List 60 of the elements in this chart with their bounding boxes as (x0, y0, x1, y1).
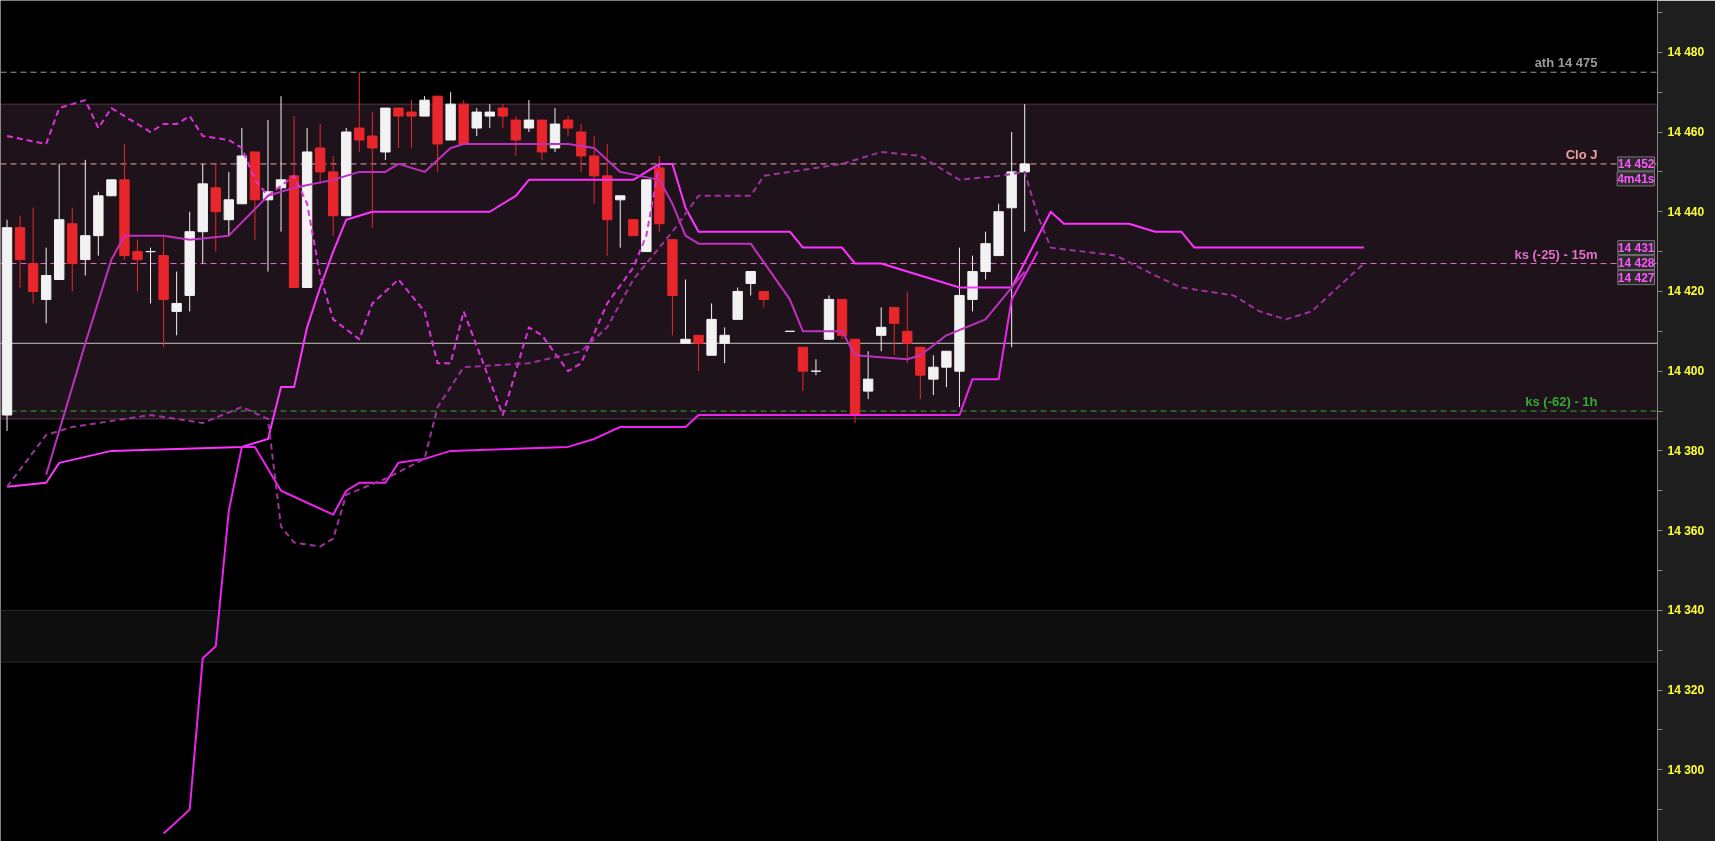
ref-line-label: ks (-62) - 1h (1525, 394, 1598, 410)
y-tick-label: 14 300 (1667, 762, 1705, 777)
y-tick-label: 14 420 (1667, 284, 1705, 299)
candlestick (889, 306, 900, 356)
candlestick (132, 239, 143, 292)
candlestick (680, 279, 691, 344)
annotation: 14 427 (1617, 270, 1655, 285)
candlestick (497, 103, 509, 129)
line-series (6, 150, 1365, 548)
annotation: 4m41s (1617, 171, 1655, 186)
y-tick-label: 14 360 (1667, 523, 1705, 538)
candlestick (575, 123, 587, 173)
candlestick (902, 290, 913, 364)
y-tick-label: 14 340 (1667, 603, 1705, 618)
candlestick (523, 99, 535, 133)
y-tick-label: 14 460 (1667, 125, 1705, 140)
y-tick-label: 14 400 (1667, 364, 1705, 379)
candlestick (354, 71, 365, 153)
candlestick (510, 115, 522, 157)
candlestick (171, 271, 182, 336)
y-tick-label: 14 320 (1667, 683, 1705, 698)
candlestick (419, 95, 430, 117)
y-tick-label: 14 440 (1667, 204, 1705, 219)
y-tick-label: 14 380 (1667, 443, 1705, 458)
line-series (6, 99, 661, 417)
candlestick (875, 306, 887, 352)
candlestick (80, 159, 91, 277)
candlestick (223, 171, 235, 237)
candlestick (797, 346, 809, 392)
annotation: 14 428 (1617, 255, 1655, 270)
candlestick (615, 195, 626, 249)
candlestick (484, 103, 495, 129)
ref-line-label: Clo J (1565, 146, 1598, 162)
candlestick (562, 115, 574, 137)
candlestick (693, 334, 704, 372)
candlestick (1019, 103, 1030, 233)
candlestick (862, 350, 874, 400)
candlestick (145, 247, 156, 304)
candlestick (314, 123, 326, 185)
line-series (45, 142, 1026, 476)
candlestick (745, 271, 756, 296)
candlestick (810, 358, 822, 376)
candlestick (210, 163, 221, 253)
candlestick (406, 99, 417, 149)
ref-line-label: ks (-25) - 15m (1514, 246, 1598, 262)
annotation: 14 431 (1617, 240, 1655, 255)
candlestick (393, 107, 404, 149)
candlestick (928, 354, 939, 396)
candlestick (40, 247, 52, 324)
line-series (6, 162, 1365, 488)
y-tick-label: 14 480 (1667, 45, 1705, 60)
candlestick (941, 350, 952, 388)
annotation: 14 452 (1617, 156, 1655, 171)
line-series (162, 250, 1039, 835)
candlestick (471, 107, 482, 137)
candlestick (588, 135, 600, 205)
ref-line-label: ath 14 475 (1534, 55, 1598, 71)
candlestick (719, 326, 730, 364)
candlestick (549, 107, 561, 153)
candlestick (367, 111, 378, 229)
